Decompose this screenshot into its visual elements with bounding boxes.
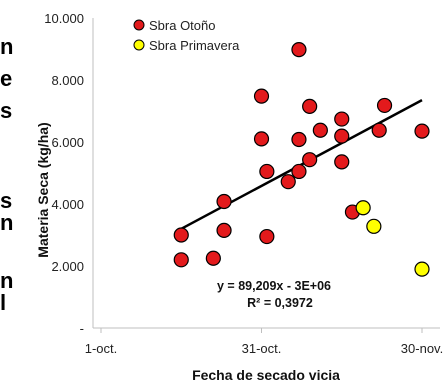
edge-glyph: s: [0, 98, 13, 123]
legend-swatch-otono: [133, 19, 145, 31]
data-point-otono: [334, 111, 350, 127]
data-point-otono: [312, 122, 328, 138]
data-point-otono: [291, 42, 307, 58]
legend-label-otono: Sbra Otoño: [149, 18, 216, 33]
data-point-otono: [334, 154, 350, 170]
data-point-otono: [291, 163, 307, 180]
y-tick-label: 10.000: [44, 11, 84, 26]
y-tick-label: 4.000: [51, 197, 84, 212]
data-point-otono: [205, 250, 221, 266]
x-tick-label: 1-oct.: [85, 341, 118, 356]
data-point-otono: [173, 227, 189, 243]
edge-glyph: n: [0, 268, 14, 293]
edge-glyph: l: [0, 290, 7, 315]
legend-label-primavera: Sbra Primavera: [149, 38, 240, 53]
legend-swatch-primavera: [133, 39, 145, 51]
trendline-r-squared: R² = 0,3972: [247, 296, 313, 310]
data-point-otono: [216, 222, 232, 238]
data-point-otono: [414, 123, 430, 139]
y-axis-title: Materia Seca (kg/ha): [35, 122, 51, 257]
data-point-otono: [253, 88, 270, 104]
y-tick-label: -: [80, 321, 84, 336]
data-point-otono: [376, 97, 393, 114]
x-tick-label: 31-oct.: [242, 341, 282, 356]
x-tick-label: 30-nov.: [401, 341, 443, 356]
data-point-otono: [302, 98, 318, 114]
data-point-otono: [280, 174, 296, 190]
edge-glyph: n: [0, 210, 14, 235]
data-point-otono: [302, 152, 318, 168]
x-axis-title: Fecha de secado vicia: [192, 367, 340, 383]
data-point-otono: [253, 131, 270, 147]
data-point-otono: [291, 131, 307, 148]
y-tick-label: 2.000: [51, 259, 84, 274]
data-point-otono: [259, 163, 275, 180]
data-point-primavera: [355, 200, 371, 216]
y-tick-label: 6.000: [51, 135, 84, 150]
data-point-otono: [259, 228, 275, 245]
data-point-otono: [334, 128, 350, 144]
data-point-otono: [173, 252, 189, 268]
data-point-primavera: [366, 218, 382, 234]
y-tick-label: 8.000: [51, 73, 84, 88]
data-point-otono: [216, 193, 232, 210]
data-point-primavera: [414, 261, 430, 277]
edge-glyph: s: [0, 188, 13, 213]
legend: Sbra Otoño Sbra Primavera: [133, 18, 240, 53]
edge-glyph: n: [0, 34, 14, 59]
trendline-equation: y = 89,209x - 3E+06: [217, 279, 331, 293]
edge-glyph: e: [0, 66, 13, 91]
data-point-otono: [371, 122, 387, 138]
